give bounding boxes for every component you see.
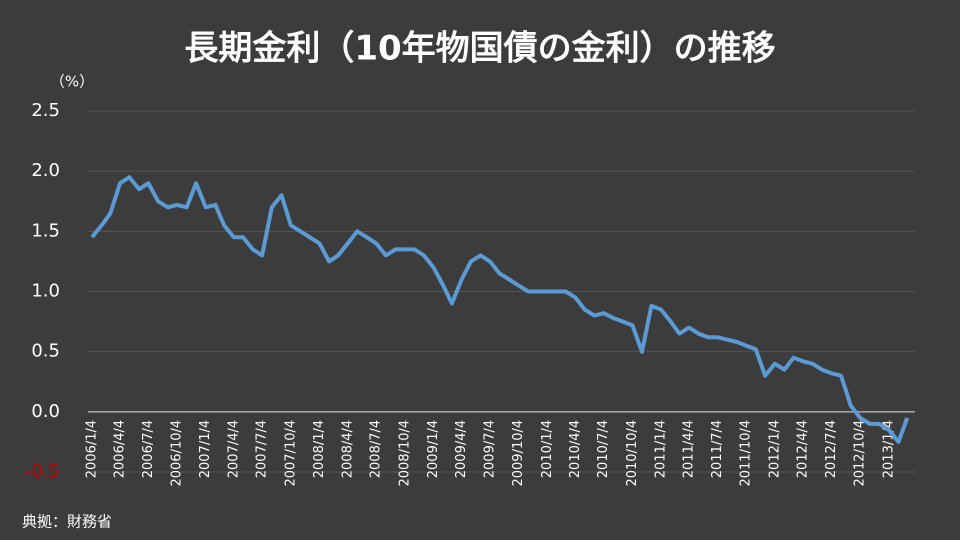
y-tick-label: 1.5 [31, 220, 60, 241]
x-tick-label: 2012/7/4 [824, 420, 839, 478]
x-tick-label: 2009/7/4 [482, 420, 497, 478]
y-tick-label: 0.5 [31, 341, 60, 362]
x-tick-label: 2009/1/4 [426, 420, 441, 478]
x-tick-label: 2010/7/4 [596, 420, 611, 478]
x-tick-label: 2007/4/4 [226, 420, 241, 478]
x-tick-label: 2008/4/4 [340, 420, 355, 478]
x-tick-label: 2010/10/4 [625, 420, 640, 487]
source: 典拠：財務省 [22, 513, 112, 531]
x-tick-label: 2006/7/4 [141, 420, 156, 478]
x-tick-label: 2012/10/4 [853, 420, 868, 487]
y-tick-label: -0.5 [25, 461, 60, 482]
x-tick-label: 2010/4/4 [568, 420, 583, 478]
x-tick-label: 2011/4/4 [682, 420, 697, 478]
x-tick-label: 2009/4/4 [454, 420, 469, 478]
y-tick-label: 1.0 [31, 281, 60, 302]
x-tick-label: 2011/1/4 [654, 420, 669, 478]
y-tick-label: 0.0 [31, 401, 60, 422]
y-axis-label: （%） [50, 73, 94, 91]
data-line [90, 175, 910, 444]
x-tick-label: 2008/7/4 [369, 420, 384, 478]
x-tick-label: 2010/1/4 [540, 420, 555, 478]
y-tick-label: 2.5 [31, 100, 60, 121]
x-tick-label: 2006/10/4 [170, 420, 185, 487]
x-tick-label: 2011/10/4 [739, 420, 754, 487]
x-tick-label: 2007/7/4 [255, 420, 270, 478]
x-tick-label: 2011/7/4 [710, 420, 725, 478]
y-tick-label: 2.0 [31, 160, 60, 181]
x-tick-label: 2009/10/4 [511, 420, 526, 487]
x-tick-label: 2012/1/4 [767, 420, 782, 478]
x-tick-label: 2007/1/4 [198, 420, 213, 478]
x-tick-label: 2008/10/4 [397, 420, 412, 487]
x-tick-label: 2006/4/4 [113, 420, 128, 478]
x-tick-label: 2008/1/4 [312, 420, 327, 478]
x-tick-label: 2006/1/4 [85, 420, 100, 478]
x-tick-label: 2012/4/4 [796, 420, 811, 478]
chart-title: 長期金利（10年物国債の金利）の推移 [184, 29, 775, 69]
x-tick-label: 2007/10/4 [283, 420, 298, 487]
